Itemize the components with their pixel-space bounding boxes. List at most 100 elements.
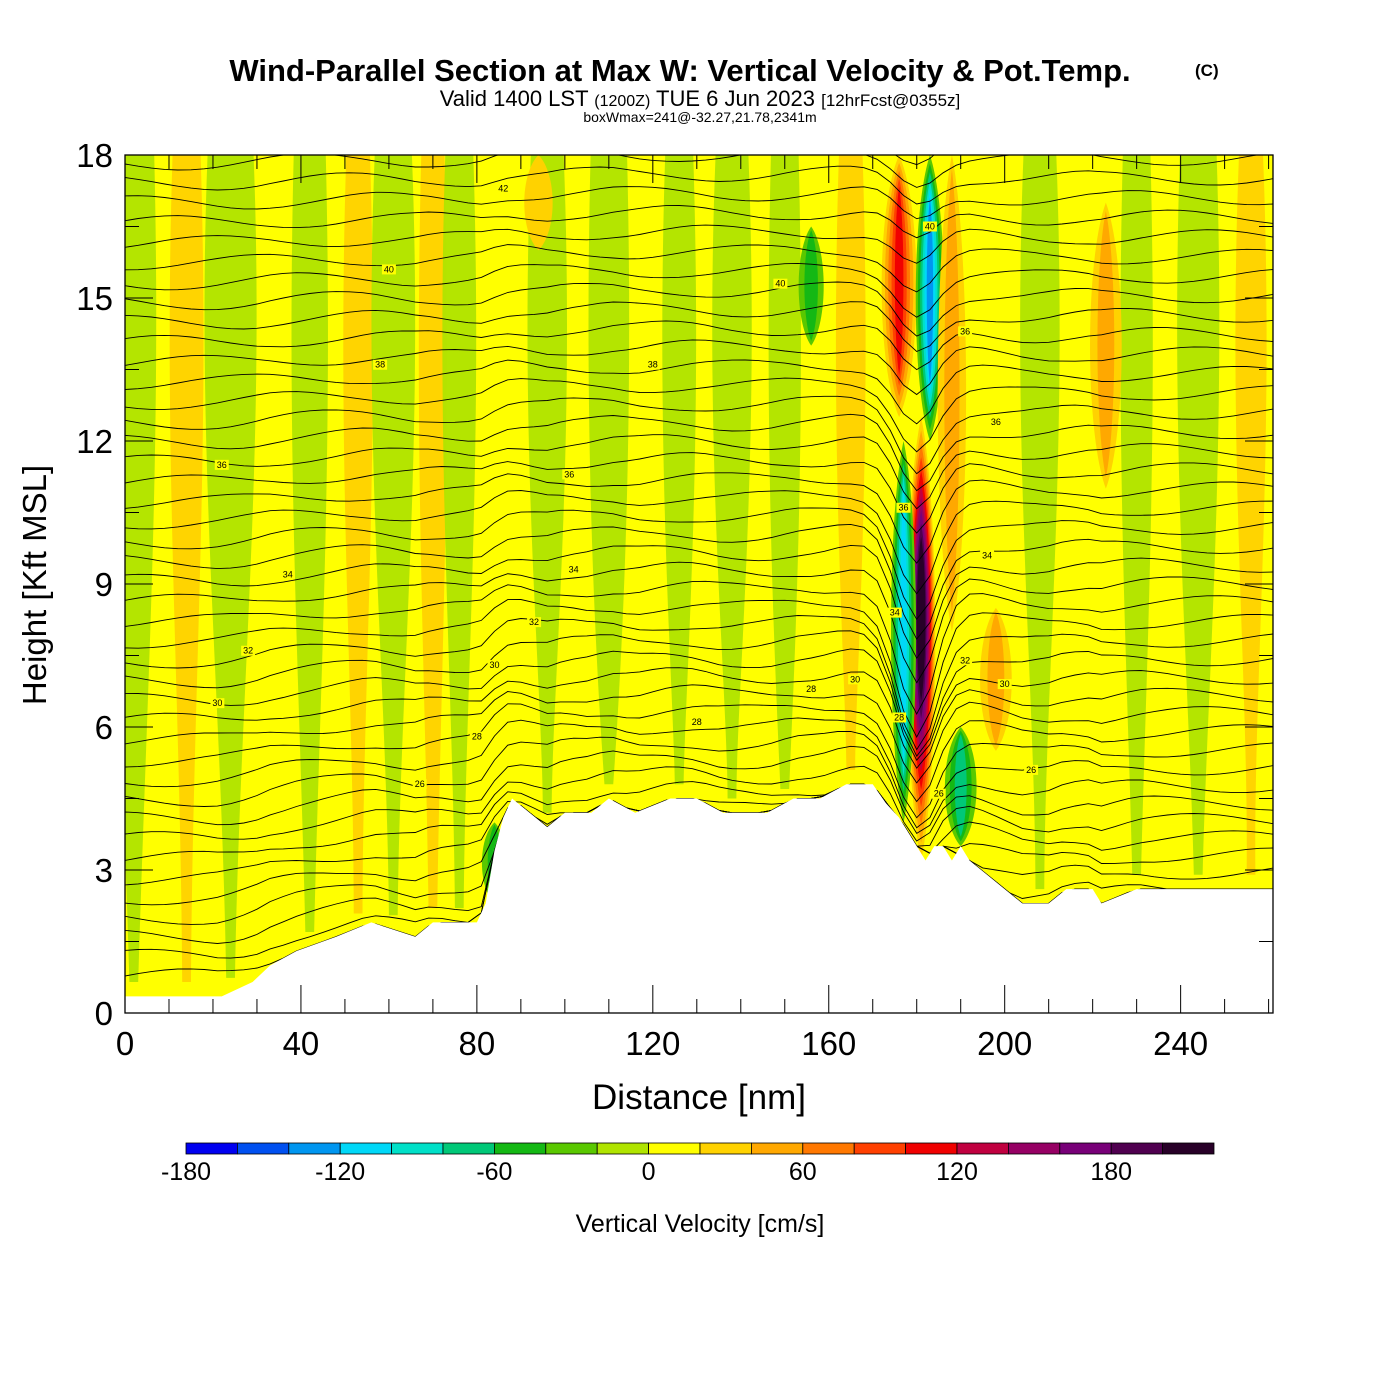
contour-label-bg (412, 779, 427, 790)
valid-time-utc: (1200Z) (594, 93, 650, 110)
contour-label: 28 (894, 712, 904, 722)
contour-label-bg (381, 264, 396, 275)
colorbar-swatch (493, 1142, 547, 1155)
contour-label-bg (562, 469, 577, 480)
updraft-core (524, 155, 553, 251)
contour-label-bg (892, 712, 907, 723)
velocity-level (900, 486, 907, 762)
contour-label-bg (1024, 764, 1039, 775)
theta-contour-line (125, 262, 1273, 318)
velocity-level (954, 734, 967, 837)
valid-time: Valid 1400 LST (440, 86, 588, 111)
contour-label: 34 (283, 569, 293, 579)
colorbar-swatch (185, 1142, 238, 1155)
velocity-level (804, 230, 818, 341)
x-tick-label: 200 (977, 1025, 1032, 1062)
colorbar: -180 -120 -60 0 60 120 180 (161, 1142, 1215, 1186)
contour-label: 26 (415, 779, 425, 789)
contour-label: 32 (243, 646, 253, 656)
theta-contour-line (125, 599, 1273, 738)
colorbar-tick-label: -120 (315, 1158, 365, 1186)
contour-label-bg (241, 645, 256, 656)
copyright-mark: (C) (1195, 61, 1219, 80)
contour-label-bg (496, 183, 511, 194)
colorbar-swatch (751, 1142, 804, 1155)
theta-contour-line (125, 281, 1273, 337)
valid-date: TUE 6 Jun 2023 (656, 86, 815, 111)
theta-contour-line (125, 472, 1273, 564)
colorbar-tick-label: 180 (1090, 1158, 1132, 1186)
contour-label: 32 (960, 655, 970, 665)
contour-label: 36 (960, 326, 970, 336)
weak-downdraft-column (588, 155, 630, 785)
y-tick-label: 9 (95, 566, 113, 603)
colorbar-swatch (956, 1142, 1009, 1155)
contour-label: 38 (648, 360, 658, 370)
contour-label: 28 (692, 717, 702, 727)
velocity-level (926, 197, 934, 384)
colorbar-swatch (1162, 1142, 1215, 1155)
theta-contour-line (125, 703, 1273, 803)
contour-label: 36 (217, 460, 227, 470)
colorbar-swatch (905, 1142, 958, 1155)
contour-label-bg (773, 278, 788, 289)
theta-contour-line (125, 155, 1260, 188)
downdraft-core (798, 226, 824, 346)
velocity-level (944, 169, 960, 613)
x-tick-label: 160 (801, 1025, 856, 1062)
updraft-core (980, 607, 1012, 751)
contour-label: 26 (1026, 765, 1036, 775)
weak-downdraft-column (125, 155, 157, 983)
contour-label-bg (469, 731, 484, 742)
plot-area: 42 40 40 40 38 38 36 36 36 36 36 34 34 34 34 32 32 32 30 30… (125, 155, 1273, 1013)
weak-downdraft-column (1020, 155, 1060, 890)
box-wmax-info: boxWmax=241@-32.27,21.78,2341m (583, 109, 816, 125)
theta-contour-line (125, 395, 1273, 475)
colorbar-swatch (288, 1142, 341, 1155)
contour-label-bg (997, 679, 1012, 690)
contour-label: 34 (569, 565, 579, 575)
theta-contour-line (125, 507, 1273, 620)
colorbar-swatch (802, 1142, 855, 1155)
contour-label: 32 (529, 617, 539, 627)
theta-contour-line (125, 413, 1273, 492)
theta-contour-line (125, 186, 1273, 220)
contour-label-bg (214, 459, 229, 470)
colorbar-swatch (596, 1142, 650, 1155)
colorbar-tick-label: -180 (161, 1158, 211, 1186)
contour-label: 34 (890, 608, 900, 618)
weak-downdraft-column (442, 155, 477, 909)
colorbar-swatch (442, 1142, 495, 1155)
theta-contour-line (125, 615, 1273, 751)
weak-downdraft-column (1177, 155, 1220, 875)
contour-label: 30 (489, 660, 499, 670)
colorbar-tick-label: -60 (476, 1158, 512, 1186)
velocity-bands (125, 155, 1267, 983)
contour-label: 30 (1000, 679, 1010, 689)
contour-label: 40 (775, 279, 785, 289)
x-tick-label: 0 (116, 1025, 134, 1062)
chart-title: Wind-Parallel Section at Max W: Vertical… (229, 53, 1130, 88)
theta-contour-line (125, 452, 1273, 534)
theta-contour-line (125, 301, 1273, 353)
theta-contour-line (125, 490, 1273, 595)
weak-downdraft-column (204, 155, 257, 978)
contour-label-bg (645, 359, 660, 370)
y-axis-label: Height [Kft MSL] (16, 465, 53, 705)
contour-label-bg (988, 416, 1003, 427)
contour-label-bg (280, 569, 295, 580)
contour-label-bg (922, 221, 937, 232)
forecast-info: [12hrFcst@0355z] (821, 91, 960, 110)
contour-label: 34 (982, 550, 992, 560)
x-tick-label: 240 (1153, 1025, 1208, 1062)
theta-contour-line (125, 320, 1273, 371)
colorbar-swatch (853, 1142, 907, 1155)
weak-updraft-column (343, 155, 373, 914)
x-tick-label: 40 (283, 1025, 320, 1062)
y-tick-label: 18 (76, 137, 113, 174)
weak-downdraft-column (662, 155, 697, 785)
weak-updraft-column (169, 155, 204, 983)
contour-label-bg (980, 550, 995, 561)
contour-label: 38 (375, 360, 385, 370)
contour-label-bg (689, 717, 704, 728)
